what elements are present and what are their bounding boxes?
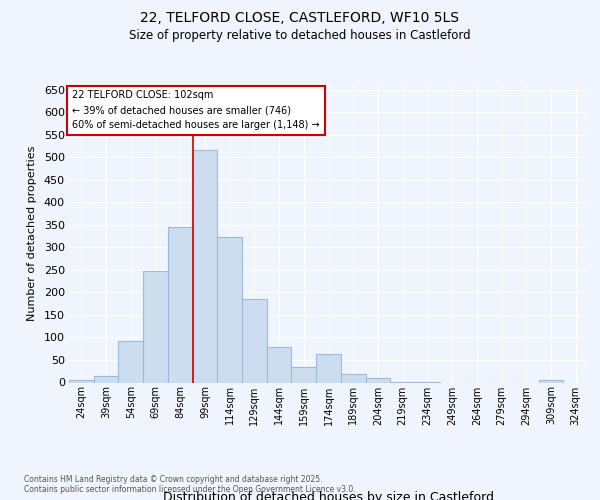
Bar <box>341 374 365 382</box>
Bar <box>292 366 316 382</box>
X-axis label: Distribution of detached houses by size in Castleford: Distribution of detached houses by size … <box>163 492 494 500</box>
Bar <box>118 340 143 382</box>
Bar <box>193 150 217 382</box>
Text: Contains HM Land Registry data © Crown copyright and database right 2025.
Contai: Contains HM Land Registry data © Crown c… <box>24 474 356 494</box>
Bar <box>539 380 563 382</box>
Bar <box>242 299 267 382</box>
Bar <box>365 378 390 382</box>
Bar <box>168 227 193 382</box>
Bar <box>69 380 94 382</box>
Bar <box>217 237 242 382</box>
Text: 22 TELFORD CLOSE: 102sqm
← 39% of detached houses are smaller (746)
60% of semi-: 22 TELFORD CLOSE: 102sqm ← 39% of detach… <box>72 90 320 130</box>
Bar <box>316 354 341 382</box>
Bar <box>267 348 292 382</box>
Text: Size of property relative to detached houses in Castleford: Size of property relative to detached ho… <box>129 28 471 42</box>
Y-axis label: Number of detached properties: Number of detached properties <box>27 146 37 322</box>
Text: 22, TELFORD CLOSE, CASTLEFORD, WF10 5LS: 22, TELFORD CLOSE, CASTLEFORD, WF10 5LS <box>140 11 460 25</box>
Bar <box>94 376 118 382</box>
Bar <box>143 270 168 382</box>
